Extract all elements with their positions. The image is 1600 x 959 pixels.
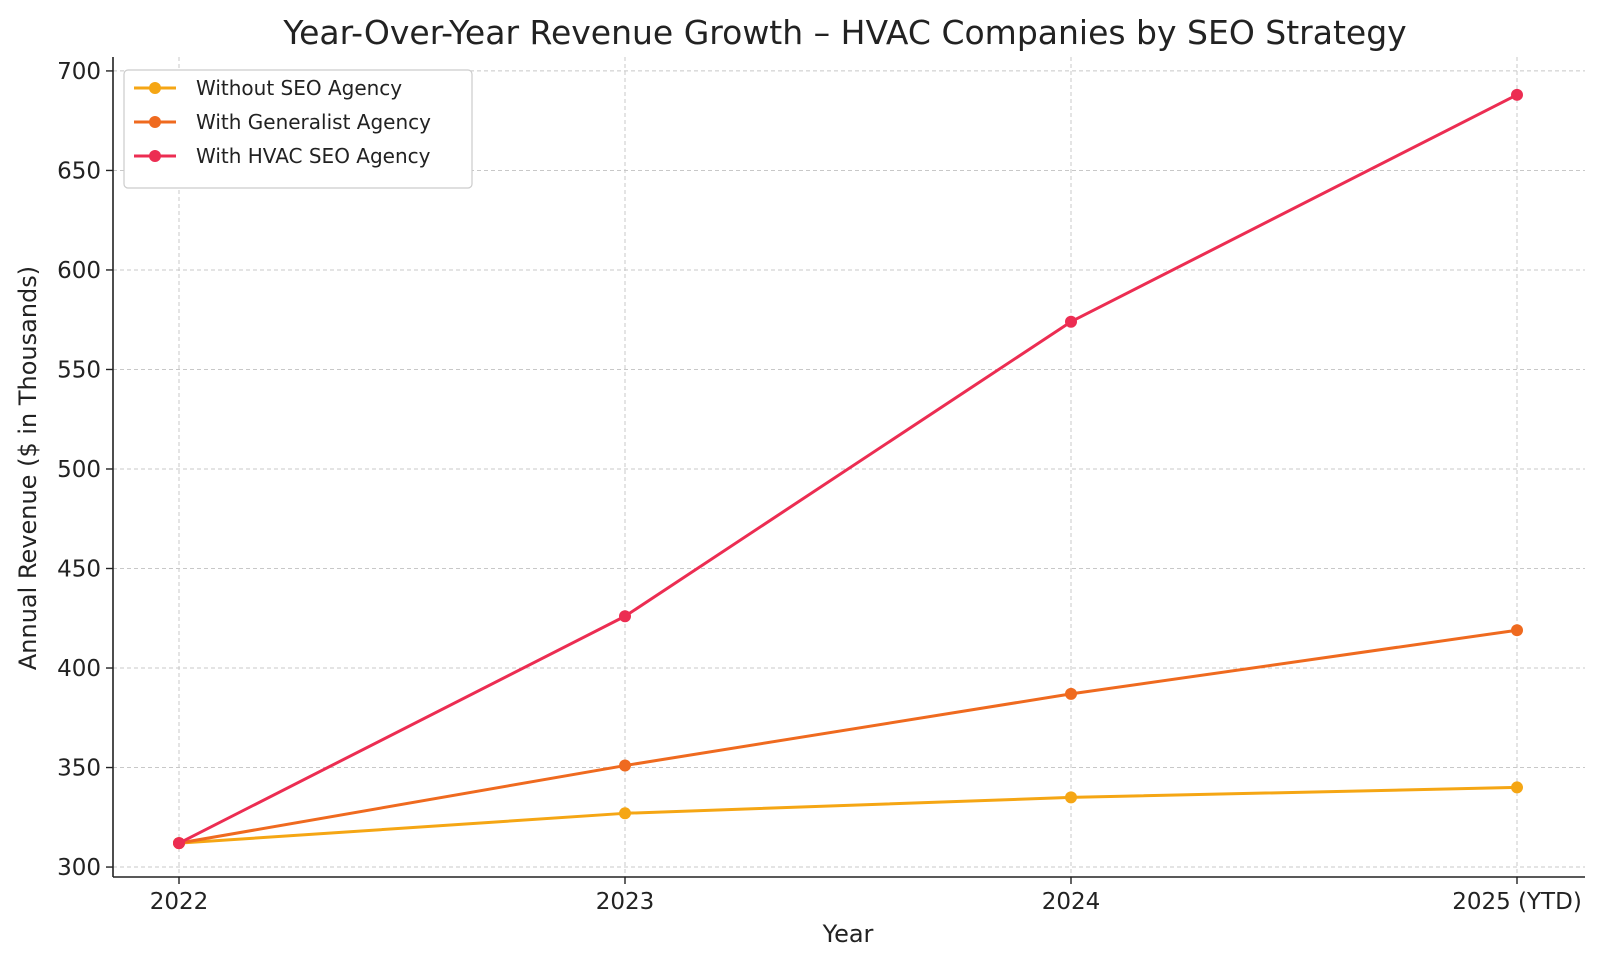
x-tick-label: 2025 (YTD) [1452,889,1582,915]
axes: 300 350 400 450 500 550 600 650 700 2022 2023 2024 2… [57,57,1585,915]
data-point [1065,791,1077,804]
x-tick-label: 2023 [596,889,655,915]
legend-item: Without SEO Agency [134,76,402,100]
legend-label: With HVAC SEO Agency [196,144,431,168]
series-line [178,785,1518,845]
legend-label: With Generalist Agency [196,110,431,134]
y-tick-label: 550 [57,357,101,383]
series-line [178,628,1518,845]
legend-marker [149,150,161,162]
data-point [619,610,631,623]
chart-title: Year-Over-Year Revenue Growth – HVAC Com… [282,13,1406,52]
legend-item: With HVAC SEO Agency [134,144,431,168]
data-point [1065,687,1077,700]
y-tick-label: 650 [57,158,101,184]
data-point [1511,781,1523,794]
data-point [1511,88,1523,101]
series-2 [173,624,1523,850]
data-point [1511,624,1523,637]
x-axis-title: Year [822,920,874,948]
legend-label: Without SEO Agency [196,76,402,100]
series-1 [173,781,1523,850]
x-tick-label: 2022 [150,889,209,915]
y-tick-label: 700 [57,59,101,85]
y-tick-label: 600 [57,258,101,284]
y-tick-label: 450 [57,557,101,583]
data-point [1065,315,1077,328]
y-tick-label: 350 [57,756,101,782]
series-group [173,88,1523,850]
legend-item: With Generalist Agency [134,110,431,134]
x-tick-label: 2024 [1042,889,1101,915]
legend-marker [149,82,161,94]
series-3 [173,88,1523,850]
y-tick-label: 300 [57,855,101,881]
data-point [619,759,631,772]
legend-marker [149,116,161,128]
y-axis-title: Annual Revenue ($ in Thousands) [14,266,42,670]
y-tick-label: 500 [57,457,101,483]
legend-box [123,69,473,189]
data-point [619,807,631,820]
data-point [173,837,185,850]
legend: Without SEO Agency With Generalist Agency… [123,69,473,189]
series-line [178,93,1518,845]
y-tick-label: 400 [57,656,101,682]
